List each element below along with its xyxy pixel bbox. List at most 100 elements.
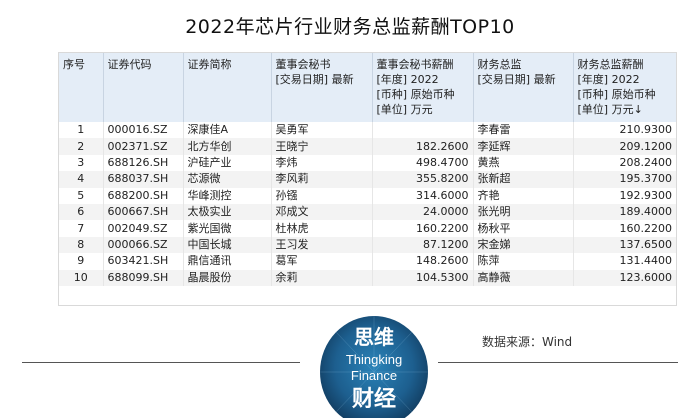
header-text: [年度] 2022 [577, 73, 640, 86]
header-text: 证券简称 [187, 58, 232, 71]
header-text: 证券代码 [107, 58, 152, 71]
header-secretary-salary[interactable]: 董事会秘书薪酬 [年度] 2022 [币种] 原始币种 [单位] 万元 [372, 53, 474, 122]
cell-security-code: 603421.SH [103, 253, 184, 270]
cell-cfo-salary: 189.4000 [573, 203, 676, 221]
divider-right [438, 362, 678, 363]
cell-cfo-salary: 137.6500 [573, 236, 676, 254]
cell-security-code: 688200.SH [103, 187, 184, 204]
cell-cfo-name: 黄燕 [473, 154, 574, 172]
cell-cfo-salary: 160.2200 [619, 221, 673, 235]
header-text: 序号 [63, 58, 85, 71]
cell-secretary-salary: 182.2600 [372, 138, 474, 155]
cell-security-code: 688099.SH [103, 269, 184, 286]
cell-security-name: 晶晨股份 [183, 269, 272, 286]
cell-security-name: 沪硅产业 [183, 154, 272, 172]
header-text: [交易日期] 最新 [477, 73, 556, 86]
cell-secretary-salary: 148.2600 [372, 253, 474, 270]
header-text: 财务总监 [477, 58, 522, 71]
table-row[interactable]: 7 002049.SZ 紫光国微 杜林虎 160.2200 杨秋平 160.2200 [59, 220, 676, 237]
cell-security-name: 华峰测控 [183, 187, 272, 204]
cell-secretary-name: 李炜 [271, 154, 373, 172]
cell-secretary-name: 吴勇军 [271, 122, 373, 139]
cell-security-name: 芯源微 [183, 171, 272, 188]
header-secretary[interactable]: 董事会秘书 [交易日期] 最新 [271, 53, 373, 122]
table-row[interactable]: 3 688126.SH 沪硅产业 李炜 498.4700 黄燕 208.2400 [59, 154, 676, 172]
cell-secretary-name: 杜林虎 [271, 220, 373, 237]
cell-security-code: 002049.SZ [103, 220, 184, 237]
cell-row-index: 6 [59, 203, 104, 221]
cell-secretary-name: 孙镪 [271, 187, 373, 204]
cell-security-name: 紫光国微 [183, 220, 272, 237]
cell-secretary-salary: 314.6000 [372, 187, 474, 204]
salary-table: 序号 证券代码 证券简称 董事会秘书 [交易日期] 最新 董事会秘书薪酬 [年度… [59, 53, 676, 286]
cell-security-code: 688037.SH [103, 171, 184, 188]
cell-cfo-name: 宋金娣 [473, 236, 574, 254]
divider-left [22, 362, 300, 363]
cell-row-index: 9 [59, 253, 104, 270]
logo-line1: 思维 [354, 325, 394, 349]
cell-secretary-name: 李风莉 [271, 171, 373, 188]
cell-security-code: 000066.SZ [103, 236, 184, 254]
table-header-row: 序号 证券代码 证券简称 董事会秘书 [交易日期] 最新 董事会秘书薪酬 [年度… [59, 53, 676, 122]
cell-cfo-name: 李春雷 [473, 122, 574, 139]
table-row[interactable]: 9 603421.SH 鼎信通讯 葛军 148.2600 陈萍 131.4400 [59, 253, 676, 270]
cell-cfo-salary: 210.9300 [619, 123, 673, 137]
cell-secretary-salary: 87.1200 [372, 236, 474, 254]
table-row[interactable]: 1 000016.SZ 深康佳A 吴勇军 李春雷 210.9300 [59, 122, 676, 139]
header-text: 董事会秘书 [275, 58, 331, 71]
header-text: [单位] 万元↓ [577, 103, 643, 116]
cell-row-index: 4 [59, 171, 104, 188]
cell-row-index: 10 [59, 269, 104, 286]
cell-row-index: 2 [59, 138, 104, 155]
cell-secretary-salary: 104.5300 [372, 269, 474, 286]
cell-cfo-name: 陈萍 [473, 253, 574, 270]
table-body: 1 000016.SZ 深康佳A 吴勇军 李春雷 210.9300 2 002371.SZ 北方… [59, 122, 676, 286]
cell-cfo-salary: 131.4400 [619, 254, 673, 268]
cell-cfo-name: 张新超 [473, 171, 574, 188]
data-table-container: 序号 证券代码 证券简称 董事会秘书 [交易日期] 最新 董事会秘书薪酬 [年度… [58, 52, 677, 306]
cell-secretary-salary: 355.8200 [372, 171, 474, 188]
header-text: 董事会秘书薪酬 [376, 58, 454, 71]
logo-line2: Thingking [346, 352, 402, 367]
header-name[interactable]: 证券简称 [183, 53, 272, 122]
cell-secretary-salary: 24.0000 [372, 203, 474, 221]
cell-row-index: 3 [59, 154, 104, 172]
header-text: [年度] 2022 [376, 73, 439, 86]
cell-cfo-name: 张光明 [473, 203, 574, 221]
header-index[interactable]: 序号 [59, 53, 104, 122]
logo-line4: 财经 [352, 386, 396, 412]
cell-secretary-salary [372, 122, 474, 139]
cell-secretary-name: 王晓宁 [271, 138, 373, 155]
cell-secretary-name: 余莉 [271, 269, 373, 286]
table-row[interactable]: 4 688037.SH 芯源微 李风莉 355.8200 张新超 195.3700 [59, 171, 676, 188]
table-row[interactable]: 5 688200.SH 华峰测控 孙镪 314.6000 齐艳 192.9300 [59, 187, 676, 204]
cell-security-name: 北方华创 [183, 138, 272, 155]
table-row[interactable]: 6 600667.SH 太极实业 邓成文 24.0000 张光明 189.4000 [59, 203, 676, 221]
cell-secretary-name: 王习发 [271, 236, 373, 254]
header-text: 财务总监薪酬 [577, 58, 644, 71]
cell-cfo-salary: 123.6000 [573, 269, 676, 286]
thinking-finance-logo: 思维 Thingking Finance 财经 [320, 316, 428, 418]
cell-cfo-name: 杨秋平 [473, 220, 574, 237]
cell-row-index: 5 [59, 187, 104, 204]
cell-cfo-name: 高静薇 [473, 269, 574, 286]
cell-secretary-salary: 498.4700 [372, 154, 474, 172]
header-code[interactable]: 证券代码 [103, 53, 184, 122]
cell-security-name: 太极实业 [183, 203, 272, 221]
header-cfo-salary[interactable]: 财务总监薪酬 [年度] 2022 [币种] 原始币种 [单位] 万元↓ [573, 53, 676, 122]
cell-row-index: 1 [59, 122, 104, 139]
header-cfo[interactable]: 财务总监 [交易日期] 最新 [473, 53, 574, 122]
cell-security-code: 000016.SZ [103, 122, 184, 139]
cell-security-code: 688126.SH [103, 154, 184, 172]
page-title: 2022年芯片行业财务总监薪酬TOP10 [185, 16, 515, 38]
cell-cfo-salary: 209.1200 [573, 138, 676, 155]
table-row[interactable]: 2 002371.SZ 北方华创 王晓宁 182.2600 李延辉 209.1200 [59, 138, 676, 155]
header-text: [单位] 万元 [376, 103, 433, 116]
cell-security-name: 深康佳A [183, 122, 272, 139]
logo-line3: Finance [351, 368, 397, 383]
table-row[interactable]: 10 688099.SH 晶晨股份 余莉 104.5300 高静薇 123.6000 [59, 269, 676, 286]
cell-secretary-name: 邓成文 [271, 203, 373, 221]
cell-secretary-salary: 160.2200 [372, 220, 474, 237]
table-row[interactable]: 8 000066.SZ 中国长城 王习发 87.1200 宋金娣 137.6500 [59, 236, 676, 254]
cell-security-name: 鼎信通讯 [183, 253, 272, 270]
